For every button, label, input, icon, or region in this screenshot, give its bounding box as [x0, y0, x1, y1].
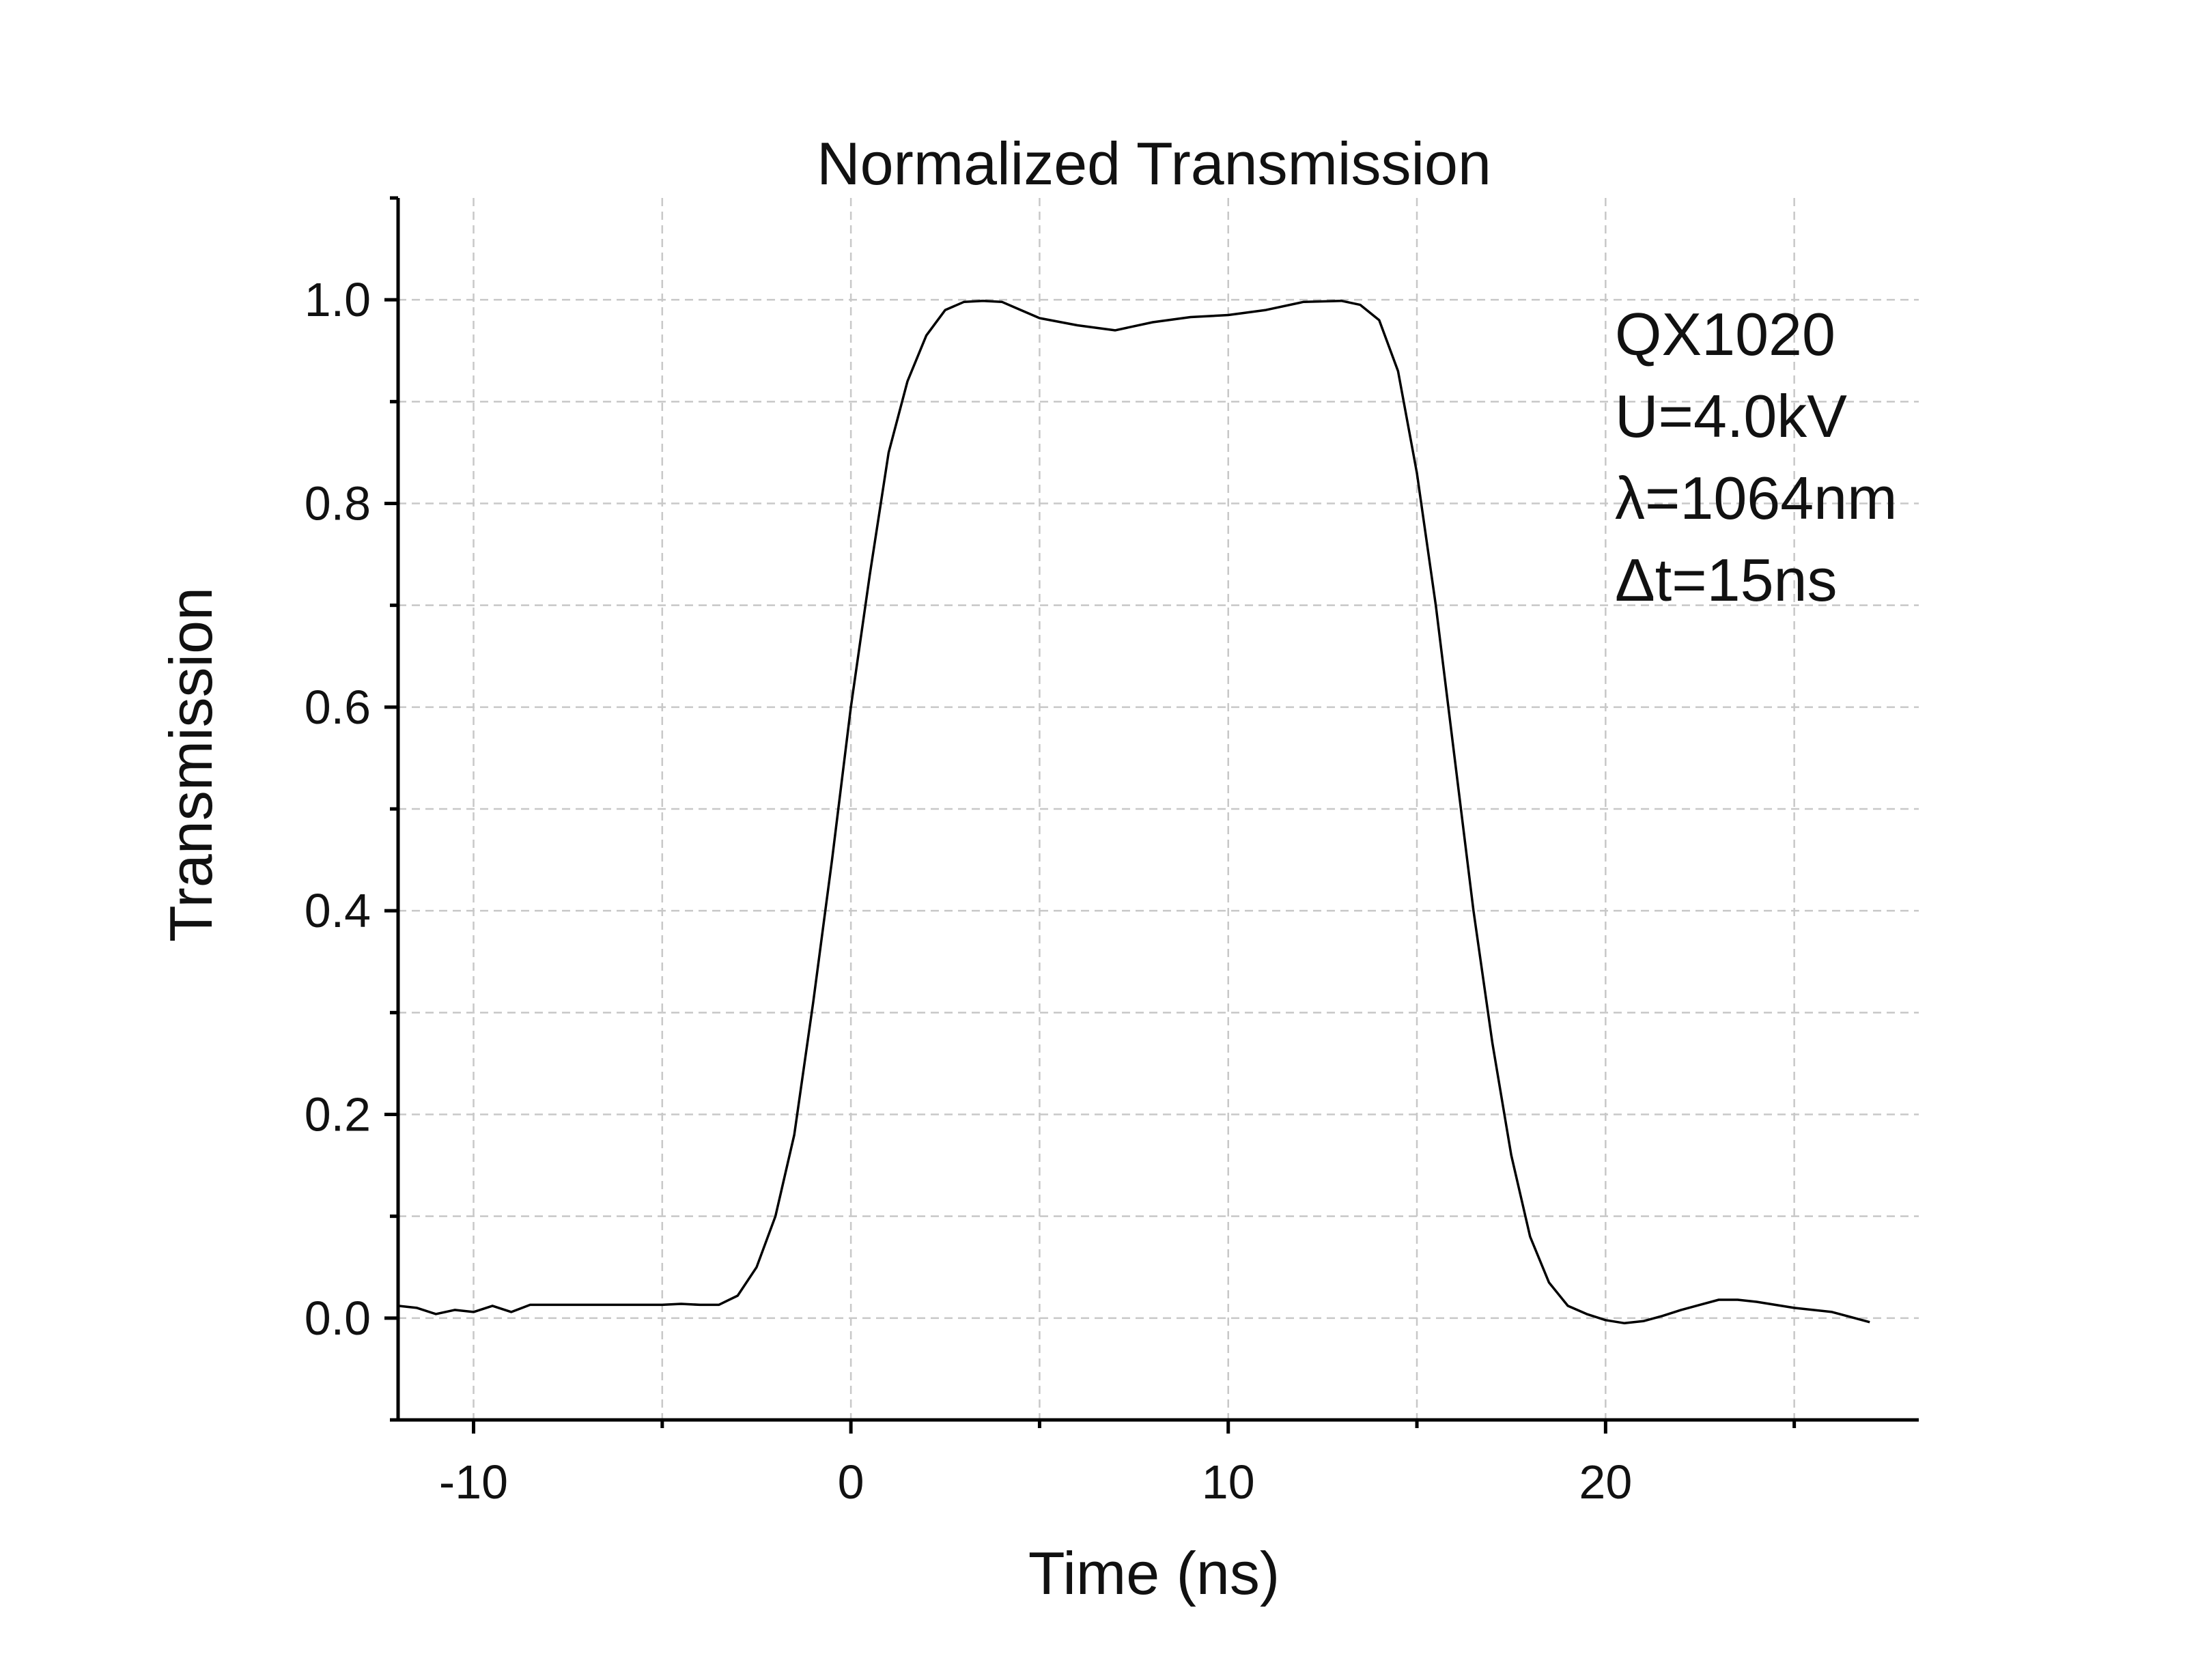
annotation-label: Δt=15ns	[1615, 546, 1837, 614]
annotations: QX1020 U=4.0kV λ=1064nm Δt=15ns	[1615, 300, 1897, 614]
y-axis-label: Transmission	[157, 587, 225, 942]
y-tick-label: 0.0	[305, 1292, 371, 1345]
grid	[398, 198, 1919, 1420]
x-tick-label: 10	[1202, 1455, 1255, 1509]
y-tick-label: 1.0	[305, 273, 371, 326]
ticks: 0.0 0.2 0.4 0.6 0.8 1.0 -10 0 10 20	[305, 196, 1797, 1509]
x-axis-label: Time (ns)	[1028, 1539, 1280, 1607]
x-tick-label: 20	[1579, 1455, 1632, 1509]
y-tick-label: 0.6	[305, 681, 371, 734]
annotation-label: QX1020	[1615, 300, 1835, 368]
y-tick-label: 0.4	[305, 884, 371, 937]
x-tick-label: -10	[439, 1455, 508, 1509]
series-line	[397, 299, 1870, 1325]
y-tick-label: 0.2	[305, 1088, 371, 1141]
chart-title: Normalized Transmission	[817, 130, 1491, 197]
x-tick-label: 0	[838, 1455, 864, 1509]
axes	[396, 198, 1919, 1422]
annotation-label: U=4.0kV	[1615, 382, 1847, 450]
y-tick-label: 0.8	[305, 477, 371, 530]
annotation-label: λ=1064nm	[1615, 464, 1897, 532]
